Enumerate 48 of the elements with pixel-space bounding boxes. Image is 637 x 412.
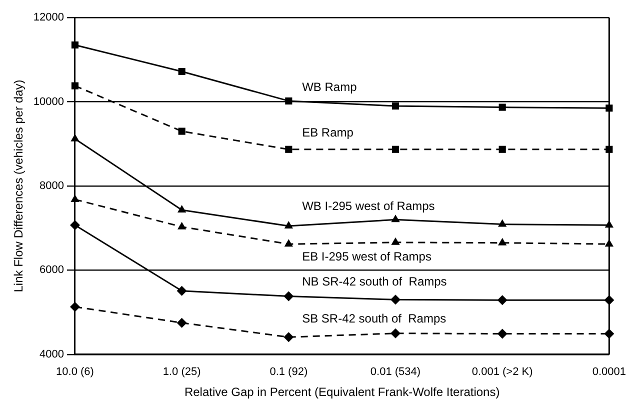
point bbox=[497, 328, 508, 339]
series-label: EB I-295 west of Ramps bbox=[302, 250, 432, 264]
x-axis-title: Relative Gap in Percent (Equivalent Frank-Wolfe Iterations) bbox=[184, 385, 500, 400]
point bbox=[176, 286, 187, 296]
point bbox=[70, 134, 80, 142]
point bbox=[497, 295, 508, 306]
y-tick-label: 10000 bbox=[33, 96, 64, 108]
x-tick-label: 0.001 (>2 K) bbox=[472, 366, 533, 378]
point bbox=[70, 302, 80, 312]
series-label: EB Ramp bbox=[302, 126, 354, 140]
series-label: WB Ramp bbox=[302, 80, 358, 94]
point bbox=[70, 220, 80, 230]
point bbox=[284, 291, 294, 302]
point bbox=[392, 102, 400, 110]
point bbox=[284, 332, 294, 342]
x-tick-label: 0.01 (534) bbox=[370, 366, 421, 378]
point bbox=[71, 41, 79, 48]
y-tick-label: 6000 bbox=[40, 264, 64, 276]
y-tick-label: 8000 bbox=[40, 180, 64, 192]
point bbox=[498, 238, 507, 246]
point bbox=[391, 237, 400, 245]
point bbox=[177, 222, 186, 230]
point bbox=[71, 82, 79, 90]
x-tick-label: 1.0 (25) bbox=[162, 366, 201, 378]
x-tick-label: 10.0 (6) bbox=[56, 366, 94, 378]
series-label: NB SR-42 south of Ramps bbox=[302, 274, 447, 288]
y-tick-label: 12000 bbox=[33, 12, 64, 24]
point bbox=[176, 318, 187, 328]
y-tick-label: 4000 bbox=[40, 348, 64, 360]
point bbox=[392, 146, 400, 153]
x-tick-label: 0.1 (92) bbox=[270, 366, 308, 378]
point bbox=[285, 146, 292, 153]
point bbox=[498, 219, 507, 227]
x-tick-label: 0.0001 bbox=[592, 366, 626, 378]
point bbox=[284, 239, 293, 247]
point bbox=[178, 68, 186, 76]
point bbox=[391, 214, 400, 222]
y-axis-title: Link Flow Differences (vehicles per day) bbox=[12, 80, 26, 292]
point bbox=[498, 146, 506, 153]
point bbox=[390, 328, 400, 338]
series-label: SB SR-42 south of Ramps bbox=[302, 312, 446, 326]
point bbox=[178, 128, 186, 135]
point bbox=[390, 294, 400, 305]
point bbox=[285, 97, 292, 104]
point bbox=[284, 220, 293, 228]
series-label: WB I-295 west of Ramps bbox=[302, 199, 435, 214]
point bbox=[177, 204, 186, 212]
point bbox=[498, 104, 506, 111]
